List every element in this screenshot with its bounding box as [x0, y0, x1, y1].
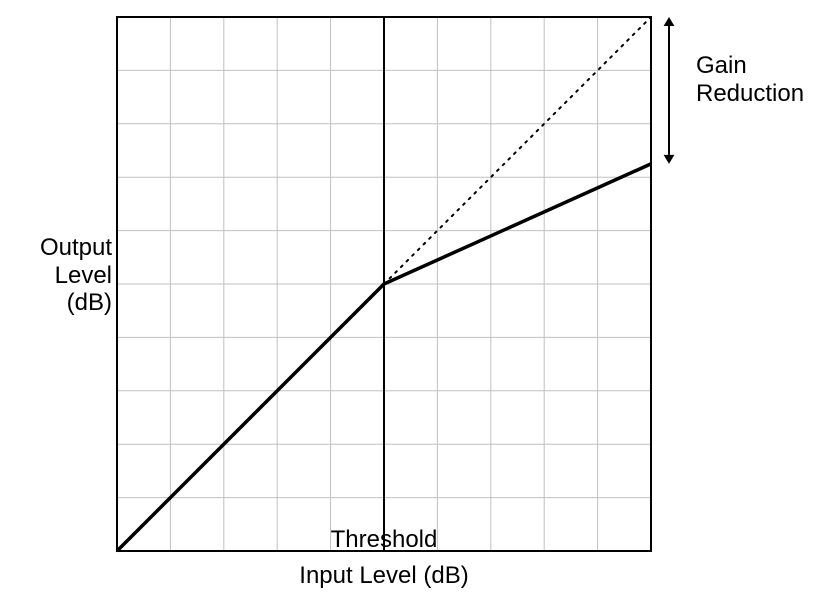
gain-reduction-line2: Reduction: [696, 80, 804, 107]
compressor-diagram: { "chart": { "type": "line", "plot": { "…: [0, 0, 840, 597]
x-axis-label: Input Level (dB): [117, 562, 651, 590]
gain-reduction-line1: Gain: [696, 52, 747, 79]
threshold-label: Threshold: [304, 526, 464, 554]
y-axis-label-line2: Level: [55, 262, 112, 289]
gain-reduction-label: Gain Reduction: [696, 52, 804, 107]
y-axis-label-line3: (dB): [67, 289, 112, 316]
y-axis-label: Output Level (dB): [22, 234, 112, 317]
y-axis-label-line1: Output: [40, 234, 112, 261]
